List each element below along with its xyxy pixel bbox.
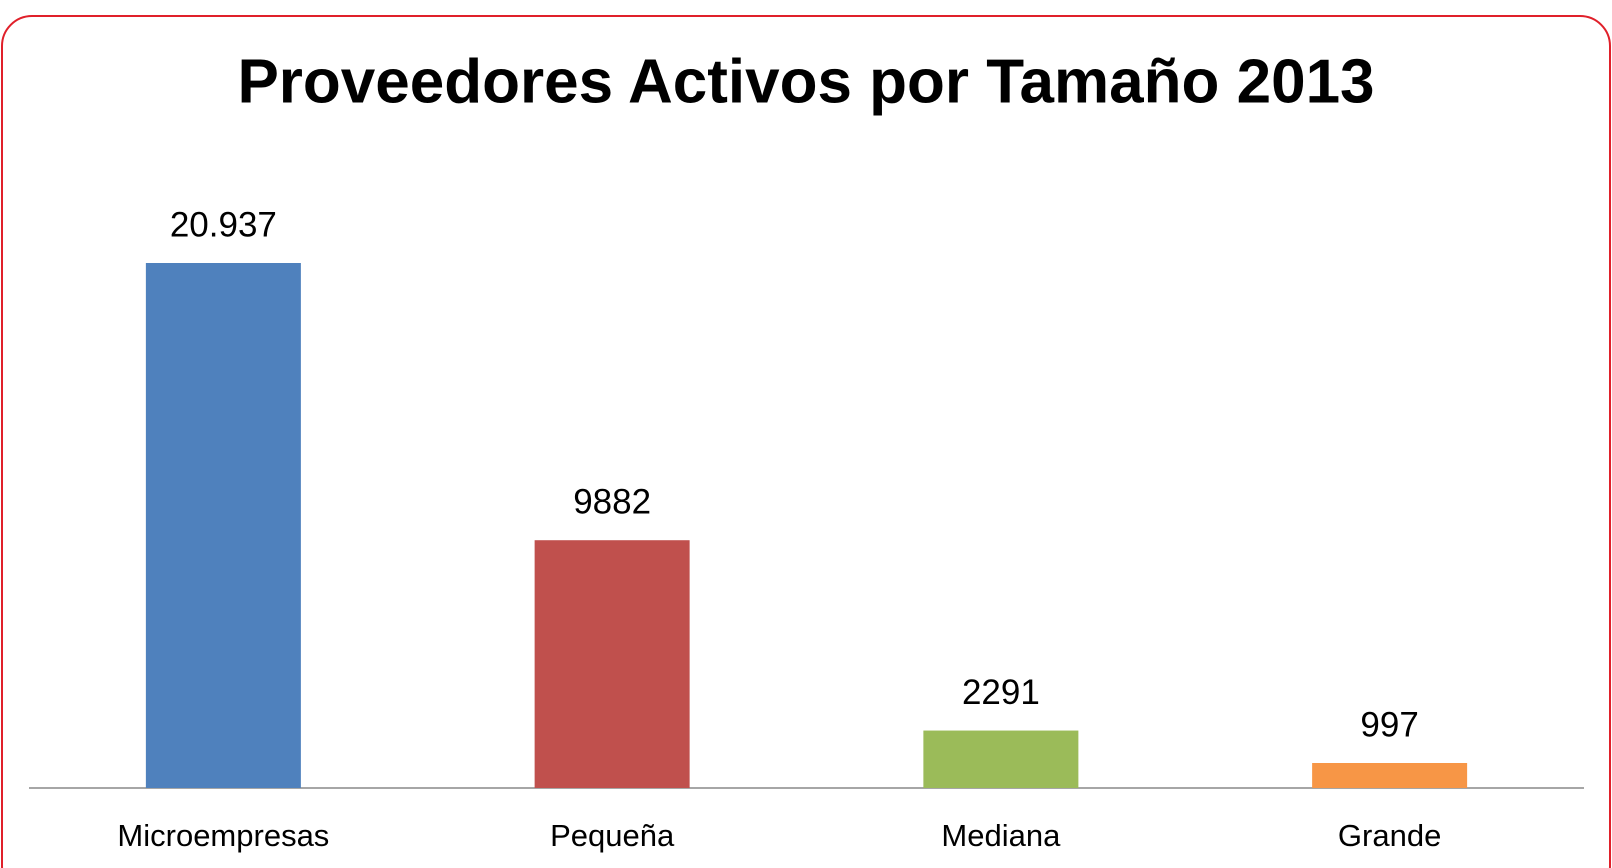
bar [145, 263, 301, 788]
data-label: 9882 [573, 482, 651, 521]
bar [923, 730, 1079, 788]
data-label: 997 [1360, 705, 1418, 744]
bar [534, 540, 690, 788]
x-tick-label: Grande [1338, 818, 1441, 853]
x-tick-label: Mediana [941, 818, 1061, 853]
x-tick-label: Pequeña [550, 818, 675, 853]
chart-title: Proveedores Activos por Tamaño 2013 [237, 47, 1374, 116]
bar [1312, 763, 1468, 788]
x-tick-label: Microempresas [117, 818, 329, 853]
data-label: 2291 [962, 673, 1040, 712]
chart-border [1, 15, 1611, 868]
data-label: 20.937 [170, 205, 277, 244]
